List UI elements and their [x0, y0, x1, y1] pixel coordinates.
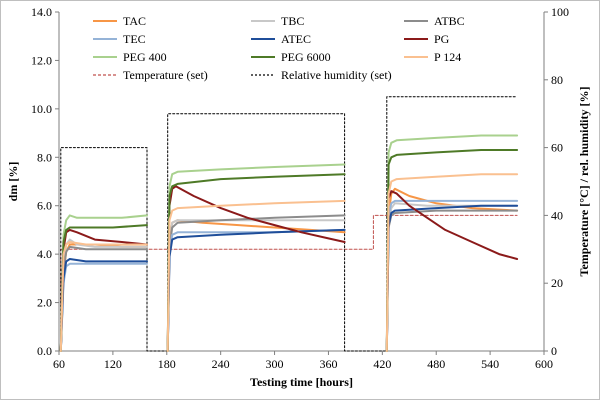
x-tick-label: 360 [319, 357, 337, 371]
series-line-p-124 [59, 241, 148, 352]
legend-label-tec: TEC [123, 32, 146, 46]
x-tick-label: 180 [158, 357, 176, 371]
y-tick-label: 0.0 [37, 344, 52, 358]
y2-tick-label: 100 [551, 5, 569, 19]
x-tick-label: 540 [481, 357, 499, 371]
y2-axis-title: Temperature [°C] / rel. humidity [%] [577, 87, 591, 277]
x-tick-label: 600 [535, 357, 553, 371]
x-tick-label: 300 [266, 357, 284, 371]
legend-label-atbc: ATBC [434, 14, 465, 28]
series-line-peg-400 [59, 214, 148, 352]
x-tick-label: 120 [104, 357, 122, 371]
y-tick-label: 14.0 [31, 5, 52, 19]
x-tick-label: 420 [373, 357, 391, 371]
legend-label-peg-400: PEG 400 [123, 50, 167, 64]
y-tick-label: 4.0 [37, 247, 52, 261]
y2-tick-label: 0 [551, 344, 557, 358]
series-line-peg-400 [166, 163, 346, 352]
legend-label-pg: PG [434, 32, 450, 46]
series-line-peg-6000 [166, 173, 346, 352]
y-axis-title: dm [%] [6, 162, 20, 202]
series-line-pg [166, 185, 346, 352]
series-line-peg-400 [385, 134, 519, 352]
legend-label-relative-humidity-set: Relative humidity (set) [281, 68, 392, 82]
x-tick-label: 480 [427, 357, 445, 371]
y2-tick-label: 40 [551, 208, 563, 222]
series-line-p-124 [166, 199, 346, 352]
axes-group: 60 120 180 240 300 360 420 480 540 6000.02.04.06.… [31, 5, 569, 371]
series-line-p-124 [385, 173, 519, 352]
x-tick-label: 240 [212, 357, 230, 371]
y2-tick-label: 60 [551, 141, 563, 155]
y-tick-label: 6.0 [37, 199, 52, 213]
y-tick-label: 10.0 [31, 102, 52, 116]
y-tick-label: 12.0 [31, 53, 52, 67]
legend-label-tbc: TBC [281, 14, 304, 28]
y-tick-label: 2.0 [37, 296, 52, 310]
series-line-pg [385, 190, 519, 352]
x-tick-label: 60 [53, 357, 65, 371]
legend-label-temperature-set: Temperature (set) [123, 68, 208, 82]
series-group [59, 96, 519, 352]
legend-label-peg-6000: PEG 6000 [281, 50, 331, 64]
series-line-peg-6000 [59, 224, 148, 352]
series-line-peg-6000 [385, 149, 519, 352]
x-axis-title: Testing time [hours] [250, 375, 353, 389]
legend-label-atec: ATEC [281, 32, 311, 46]
y2-tick-label: 80 [551, 73, 563, 87]
legend-group: TAC TBC ATBC TEC ATEC PG PEG 400 PEG 6000 P 124 T… [93, 14, 465, 82]
y-tick-label: 8.0 [37, 150, 52, 164]
legend-label-p-124: P 124 [434, 50, 461, 64]
legend-label-tac: TAC [123, 14, 146, 28]
y2-tick-label: 20 [551, 276, 563, 290]
